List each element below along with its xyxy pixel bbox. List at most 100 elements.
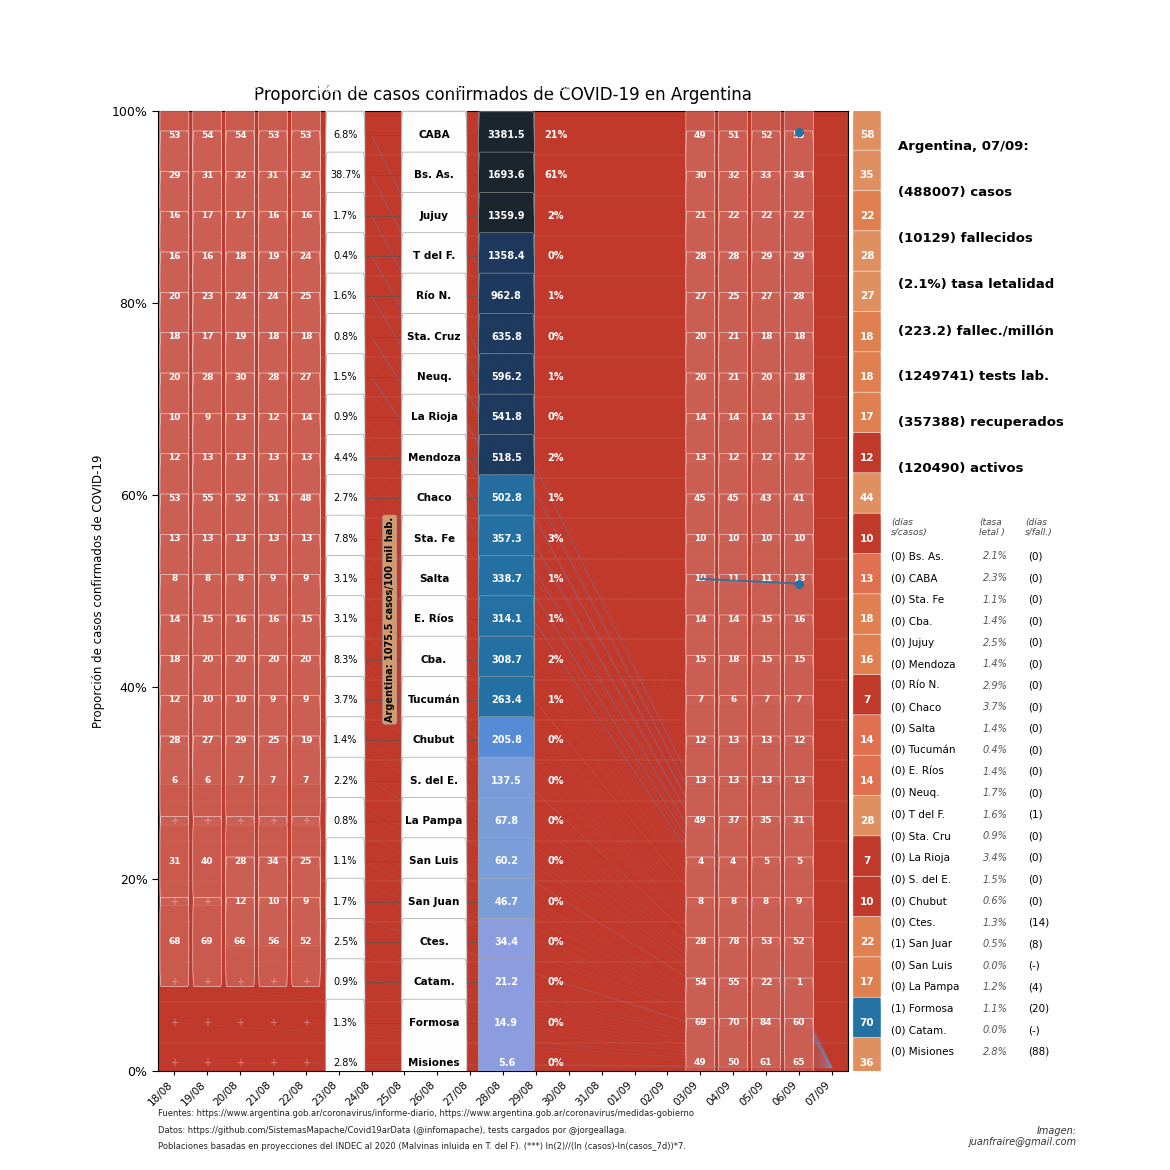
- Text: 18: 18: [759, 332, 772, 342]
- Text: 27: 27: [860, 291, 874, 302]
- FancyBboxPatch shape: [479, 757, 535, 885]
- Text: 16: 16: [793, 614, 805, 624]
- Text: 14: 14: [860, 735, 874, 745]
- FancyBboxPatch shape: [784, 655, 813, 744]
- Text: 137.5: 137.5: [491, 776, 522, 785]
- Text: (2.1%) tasa letalidad: (2.1%) tasa letalidad: [897, 278, 1054, 291]
- FancyBboxPatch shape: [853, 957, 881, 1007]
- Text: (0) E. Ríos: (0) E. Ríos: [890, 766, 944, 777]
- Text: 21: 21: [727, 373, 739, 381]
- Text: 25: 25: [300, 292, 312, 301]
- FancyBboxPatch shape: [401, 394, 467, 522]
- Text: 0%: 0%: [548, 1018, 564, 1027]
- Text: 16: 16: [267, 614, 280, 624]
- FancyBboxPatch shape: [401, 353, 467, 481]
- FancyBboxPatch shape: [479, 959, 535, 1086]
- Text: 35: 35: [759, 817, 772, 825]
- FancyBboxPatch shape: [401, 918, 467, 1046]
- Text: 1%: 1%: [548, 695, 564, 704]
- Text: 16: 16: [168, 212, 180, 220]
- FancyBboxPatch shape: [325, 999, 365, 1127]
- FancyBboxPatch shape: [853, 553, 881, 604]
- Text: (0) Misiones: (0) Misiones: [890, 1047, 954, 1057]
- FancyBboxPatch shape: [853, 916, 881, 968]
- Text: +: +: [236, 977, 245, 987]
- Text: 49: 49: [694, 1059, 707, 1067]
- FancyBboxPatch shape: [686, 978, 715, 1067]
- Text: 3.7%: 3.7%: [333, 695, 358, 704]
- FancyBboxPatch shape: [401, 475, 467, 603]
- FancyBboxPatch shape: [686, 90, 715, 180]
- Text: +: +: [236, 1058, 245, 1068]
- FancyBboxPatch shape: [401, 152, 467, 280]
- Text: 7: 7: [270, 776, 276, 785]
- FancyBboxPatch shape: [401, 515, 467, 642]
- Text: Ctes.: Ctes.: [419, 937, 449, 947]
- FancyBboxPatch shape: [160, 131, 188, 220]
- FancyBboxPatch shape: [325, 879, 365, 1005]
- FancyBboxPatch shape: [193, 292, 222, 381]
- FancyBboxPatch shape: [718, 373, 748, 462]
- Text: 25: 25: [267, 736, 280, 744]
- Text: 28: 28: [860, 815, 874, 826]
- FancyBboxPatch shape: [193, 494, 222, 583]
- FancyBboxPatch shape: [291, 897, 321, 986]
- FancyBboxPatch shape: [193, 454, 222, 543]
- Text: 45: 45: [694, 494, 707, 503]
- Text: 18: 18: [300, 332, 312, 342]
- FancyBboxPatch shape: [751, 655, 780, 744]
- FancyBboxPatch shape: [718, 574, 748, 663]
- FancyBboxPatch shape: [325, 152, 365, 280]
- Text: 1: 1: [796, 978, 803, 986]
- Text: +: +: [269, 1018, 277, 1027]
- Text: 4: 4: [730, 856, 736, 866]
- FancyBboxPatch shape: [226, 212, 255, 301]
- Text: 6: 6: [730, 695, 736, 704]
- Text: 12: 12: [727, 453, 739, 462]
- Text: 13: 13: [234, 534, 247, 543]
- Text: 32: 32: [727, 171, 739, 180]
- FancyBboxPatch shape: [291, 332, 321, 421]
- FancyBboxPatch shape: [784, 332, 813, 421]
- Text: Chubut: Chubut: [413, 735, 455, 745]
- Text: 1.7%: 1.7%: [333, 211, 358, 221]
- Text: 14: 14: [860, 776, 874, 785]
- FancyBboxPatch shape: [784, 777, 813, 866]
- Text: +: +: [204, 815, 212, 826]
- Text: (0): (0): [1028, 702, 1042, 713]
- Text: 21: 21: [727, 332, 739, 342]
- Text: 31: 31: [201, 171, 213, 180]
- Text: (0): (0): [1028, 551, 1042, 562]
- Text: 37: 37: [727, 817, 739, 825]
- FancyBboxPatch shape: [686, 292, 715, 381]
- FancyBboxPatch shape: [226, 535, 255, 624]
- Text: 0.9%: 0.9%: [333, 977, 358, 987]
- Text: 28: 28: [234, 856, 247, 866]
- Text: (0) CABA: (0) CABA: [890, 573, 937, 583]
- Text: 11: 11: [759, 574, 772, 584]
- FancyBboxPatch shape: [226, 332, 255, 421]
- Text: 54: 54: [694, 978, 707, 986]
- FancyBboxPatch shape: [259, 373, 288, 462]
- Text: 10: 10: [694, 534, 707, 543]
- FancyBboxPatch shape: [853, 433, 881, 483]
- FancyBboxPatch shape: [718, 212, 748, 301]
- Text: E. Ríos: E. Ríos: [414, 614, 454, 624]
- Text: (0) San Luis: (0) San Luis: [890, 961, 952, 971]
- Text: 1.1%: 1.1%: [983, 1004, 1007, 1013]
- FancyBboxPatch shape: [193, 615, 222, 704]
- Text: 60: 60: [793, 1018, 805, 1027]
- FancyBboxPatch shape: [479, 112, 535, 239]
- FancyBboxPatch shape: [479, 434, 535, 562]
- FancyBboxPatch shape: [686, 252, 715, 340]
- Text: 16: 16: [300, 212, 312, 220]
- Text: 0%: 0%: [548, 776, 564, 785]
- Text: 20: 20: [201, 655, 213, 665]
- FancyBboxPatch shape: [325, 434, 365, 562]
- Text: (0): (0): [1028, 874, 1042, 885]
- Text: 11: 11: [727, 574, 739, 584]
- Text: +: +: [269, 1058, 277, 1068]
- FancyBboxPatch shape: [259, 535, 288, 624]
- Text: 2%: 2%: [548, 211, 564, 221]
- FancyBboxPatch shape: [751, 494, 780, 583]
